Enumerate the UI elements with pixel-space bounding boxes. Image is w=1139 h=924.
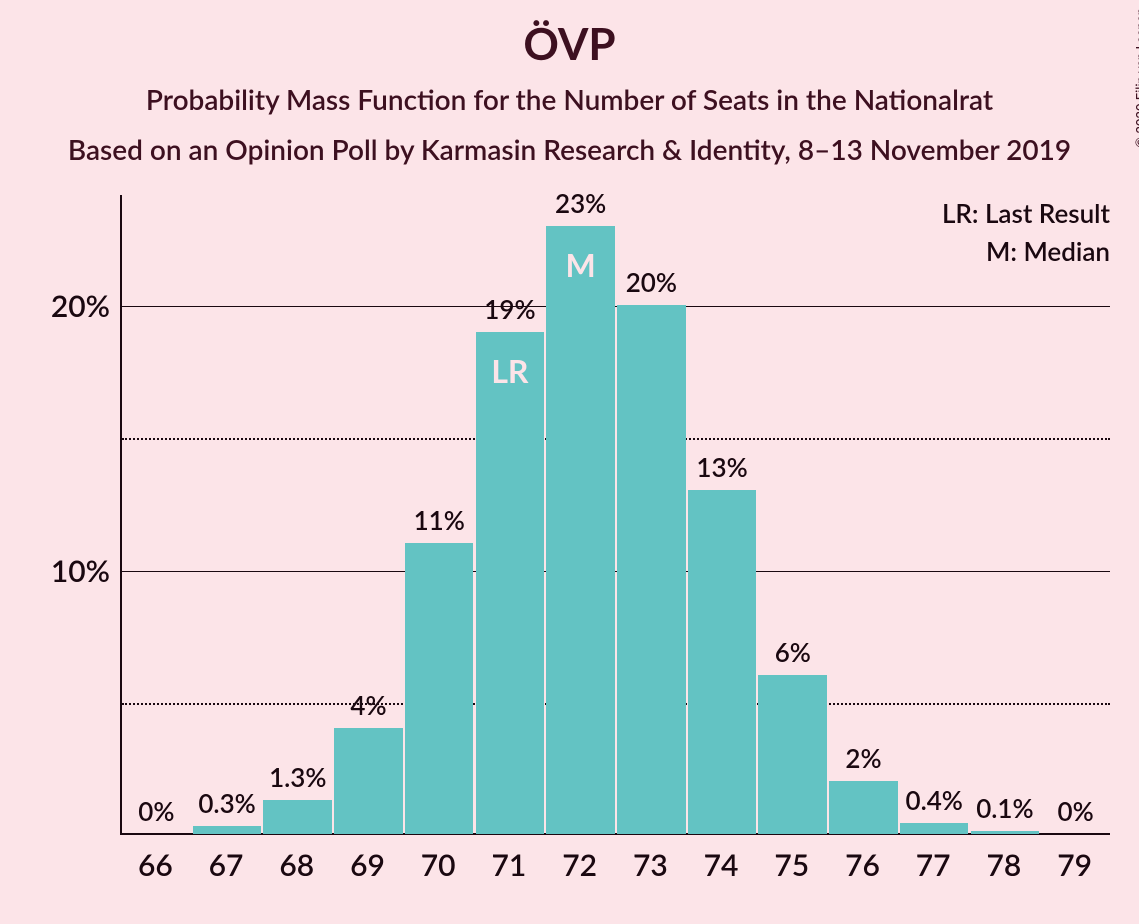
bar-value-label: 6% [751, 636, 834, 668]
bar-annotation: LR [476, 351, 545, 390]
x-tick-label: 73 [615, 847, 686, 883]
chart-subtitle-1: Probability Mass Function for the Number… [0, 82, 1139, 116]
gridline-minor [122, 438, 1110, 440]
chart-title: ÖVP [0, 18, 1139, 70]
y-tick-label: 10% [25, 553, 110, 589]
bar [758, 675, 827, 834]
bar [476, 332, 545, 834]
gridline-major [122, 571, 1110, 572]
bar [900, 823, 969, 834]
bar-value-label: 23% [539, 187, 622, 219]
x-tick-label: 69 [332, 847, 403, 883]
gridline-major [122, 306, 1110, 307]
bar-value-label: 2% [822, 742, 905, 774]
bar [829, 781, 898, 834]
bar-value-label: 0% [1034, 795, 1117, 827]
plot-area: 0%0.3%1.3%4%11%19%23%20%13%6%2%0.4%0.1%0… [120, 195, 1110, 835]
y-axis [120, 195, 122, 835]
bar-value-label: 11% [398, 504, 481, 536]
x-tick-label: 79 [1039, 847, 1110, 883]
x-tick-label: 68 [261, 847, 332, 883]
x-tick-label: 75 [756, 847, 827, 883]
gridline-minor [122, 703, 1110, 705]
bar-value-label: 19% [469, 293, 552, 325]
bar-value-label: 4% [327, 689, 410, 721]
x-tick-label: 66 [120, 847, 191, 883]
x-tick-label: 70 [403, 847, 474, 883]
bar-value-label: 20% [610, 266, 693, 298]
chart-subtitle-2: Based on an Opinion Poll by Karmasin Res… [0, 132, 1139, 166]
bar [193, 826, 262, 834]
x-tick-label: 72 [544, 847, 615, 883]
x-tick-label: 74 [686, 847, 757, 883]
copyright-text: © 2020 Filip van Laenen [1133, 8, 1139, 148]
x-tick-label: 71 [474, 847, 545, 883]
bar [971, 831, 1040, 834]
y-tick-label: 20% [25, 288, 110, 324]
legend-lr: LR: Last Result [942, 197, 1110, 229]
bar [617, 305, 686, 834]
bar-value-label: 13% [681, 451, 764, 483]
bar-annotation: M [546, 245, 615, 284]
legend-m: M: Median [986, 235, 1110, 267]
x-tick-label: 67 [191, 847, 262, 883]
x-tick-label: 78 [969, 847, 1040, 883]
bar [334, 728, 403, 834]
bar [688, 490, 757, 834]
bar [405, 543, 474, 834]
x-tick-label: 77 [898, 847, 969, 883]
bar [263, 800, 332, 834]
bar [546, 226, 615, 834]
bar-value-label: 1.3% [256, 761, 339, 793]
x-tick-label: 76 [827, 847, 898, 883]
